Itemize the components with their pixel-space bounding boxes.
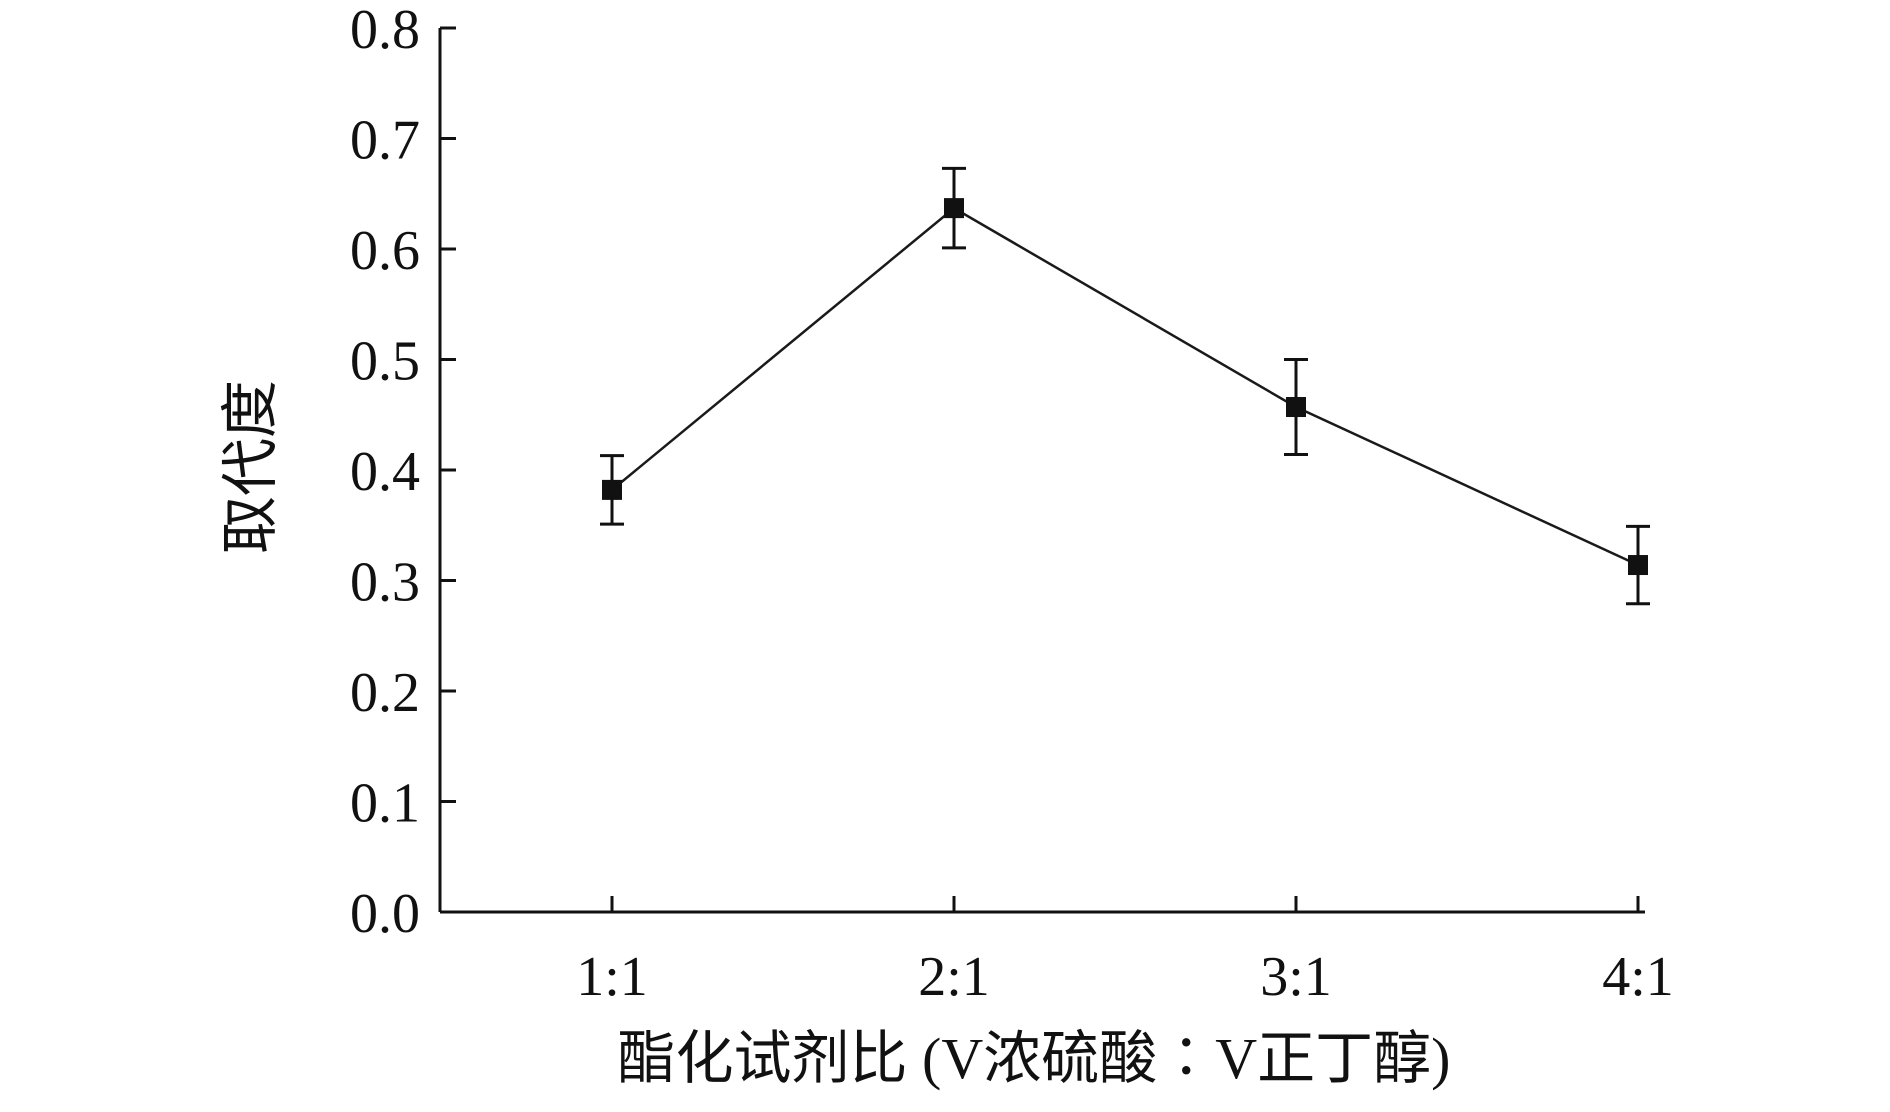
series-line: [611, 206, 1639, 567]
y-tick-label: 0.6: [350, 220, 420, 282]
x-tick-label: 3:1: [1260, 946, 1332, 1008]
y-tick-label: 0.4: [350, 441, 420, 503]
y-axis-title: 取代度: [218, 380, 283, 554]
y-tick-label: 0.3: [350, 552, 420, 614]
x-axis-ticks: 1:1 2:1 3:1 4:1: [576, 896, 1674, 1008]
data-point: [944, 198, 964, 219]
x-axis-title: 酯化试剂比 (V浓硫酸∶V正丁醇): [618, 1026, 1451, 1091]
data-point: [1628, 555, 1648, 576]
y-tick-label: 0.2: [350, 662, 420, 724]
axes: [438, 28, 1645, 914]
y-tick-label: 0.5: [350, 331, 420, 393]
y-tick-label: 0.1: [350, 773, 420, 835]
y-tick-label: 0.8: [350, 0, 420, 61]
x-tick-label: 1:1: [576, 946, 648, 1008]
x-tick-label: 4:1: [1602, 946, 1674, 1008]
y-tick-label: 0.0: [350, 883, 420, 945]
data-point: [602, 479, 622, 500]
series-layer: [600, 166, 1650, 606]
y-tick-label: 0.7: [350, 110, 420, 172]
x-tick-label: 2:1: [918, 946, 990, 1008]
data-point: [1286, 397, 1306, 418]
y-axis-ticks: 0.0 0.1 0.2 0.3 0.4 0.5 0.6 0.7 0.8: [350, 0, 456, 945]
